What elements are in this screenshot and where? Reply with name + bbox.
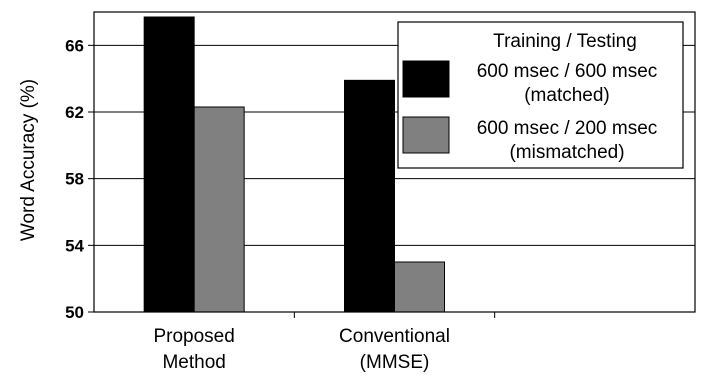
y-tick-labels: 50 54 58 62 66 xyxy=(65,36,84,322)
y-tick-label: 50 xyxy=(65,303,84,322)
legend-label-matched-line2: (matched) xyxy=(524,85,610,106)
bar xyxy=(193,106,245,313)
y-tick-label: 66 xyxy=(65,36,84,55)
x-category-label: Method xyxy=(162,352,225,373)
y-axis-label: Word Accuracy (%) xyxy=(18,79,39,241)
x-category-label: Conventional xyxy=(339,326,450,347)
x-category-label: Proposed xyxy=(153,326,234,347)
y-tick-label: 58 xyxy=(65,170,84,189)
plot-frame xyxy=(93,11,696,313)
legend-label-matched-line1: 600 msec / 600 msec xyxy=(477,61,658,82)
axes xyxy=(88,11,696,318)
legend-swatch-mismatched xyxy=(402,116,450,154)
bar xyxy=(143,16,195,313)
y-tick-label: 54 xyxy=(65,236,84,255)
legend-label-mismatched-line1: 600 msec / 200 msec xyxy=(477,118,658,139)
legend: Training / Testing 600 msec / 600 msec (… xyxy=(397,21,684,169)
bar xyxy=(344,79,395,313)
x-category-labels: Proposed Method Conventional (MMSE) xyxy=(153,326,449,373)
legend-title: Training / Testing xyxy=(493,31,637,52)
legend-label-mismatched-line2: (mismatched) xyxy=(509,142,624,163)
x-category-label: (MMSE) xyxy=(360,352,430,373)
legend-swatch-matched xyxy=(402,60,450,98)
y-tick-label: 62 xyxy=(65,103,84,122)
bar xyxy=(394,261,445,313)
